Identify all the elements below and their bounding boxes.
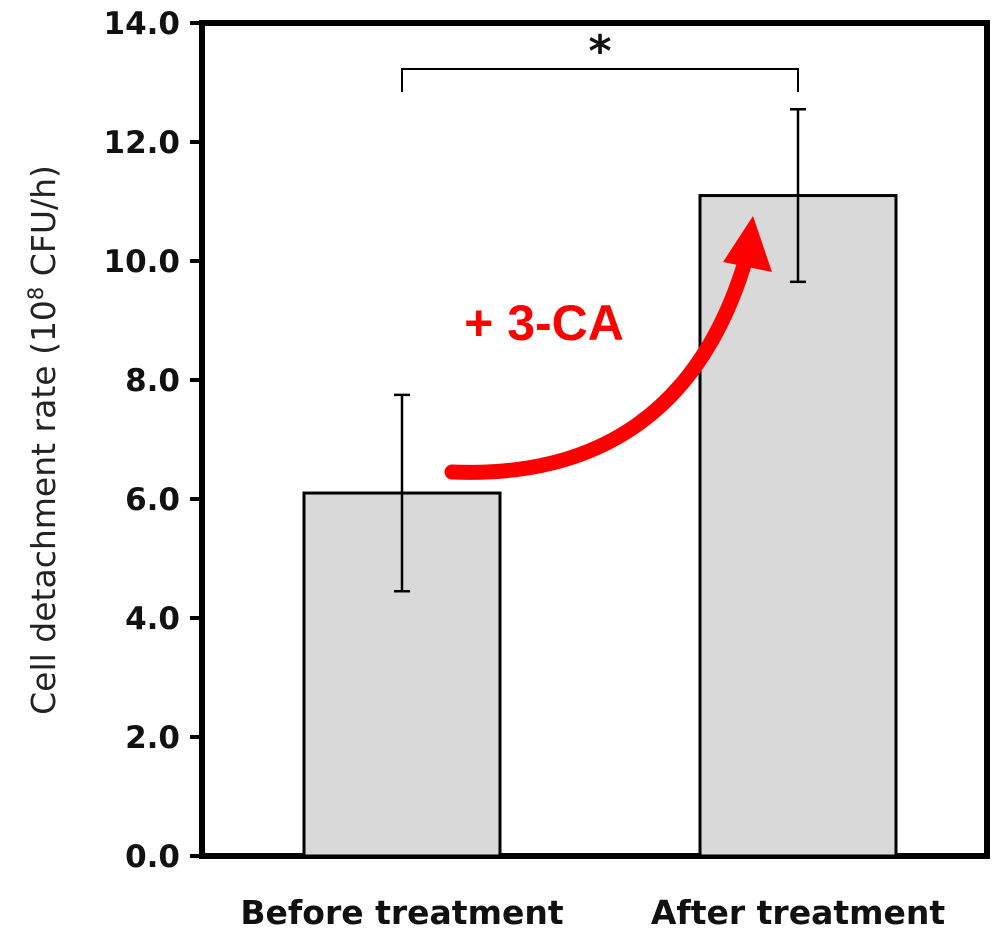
y-axis-ticks: 0.0 2.0 4.0 6.0 8.0 10.0 12.0 14.0 — [104, 6, 202, 875]
arrow-shaft — [444, 254, 753, 480]
y-axis-title-unit: CFU/h) — [24, 165, 63, 287]
y-tick-label: 12.0 — [104, 125, 181, 161]
x-axis-category-labels: Before treatment After treatment — [240, 893, 945, 932]
y-axis-title-main: Cell detachment rate (10 — [24, 300, 63, 715]
significance-bracket: * — [401, 26, 799, 92]
y-axis-title-superscript: 8 — [24, 287, 48, 300]
category-label: After treatment — [651, 893, 946, 932]
bar — [302, 491, 502, 858]
y-axis-title: Cell detachment rate (108 CFU/h) — [24, 165, 63, 715]
error-bars — [394, 108, 806, 593]
significance-marker: * — [588, 26, 611, 77]
arrow-head — [723, 216, 772, 272]
plot-border — [199, 20, 990, 859]
y-tick-label: 2.0 — [125, 720, 180, 756]
y-tick-label: 14.0 — [104, 6, 181, 42]
plot-frame — [199, 20, 990, 859]
category-label: Before treatment — [240, 893, 563, 932]
y-tick-label: 8.0 — [125, 363, 180, 399]
y-tick-label: 10.0 — [104, 244, 181, 280]
bracket-line — [401, 68, 799, 92]
y-tick-label: 6.0 — [125, 482, 180, 518]
treatment-arrow: + 3-CA — [444, 216, 772, 480]
y-tick-label: 4.0 — [125, 601, 180, 637]
y-tick-label: 0.0 — [125, 839, 180, 875]
arrow-label: + 3-CA — [464, 295, 624, 351]
